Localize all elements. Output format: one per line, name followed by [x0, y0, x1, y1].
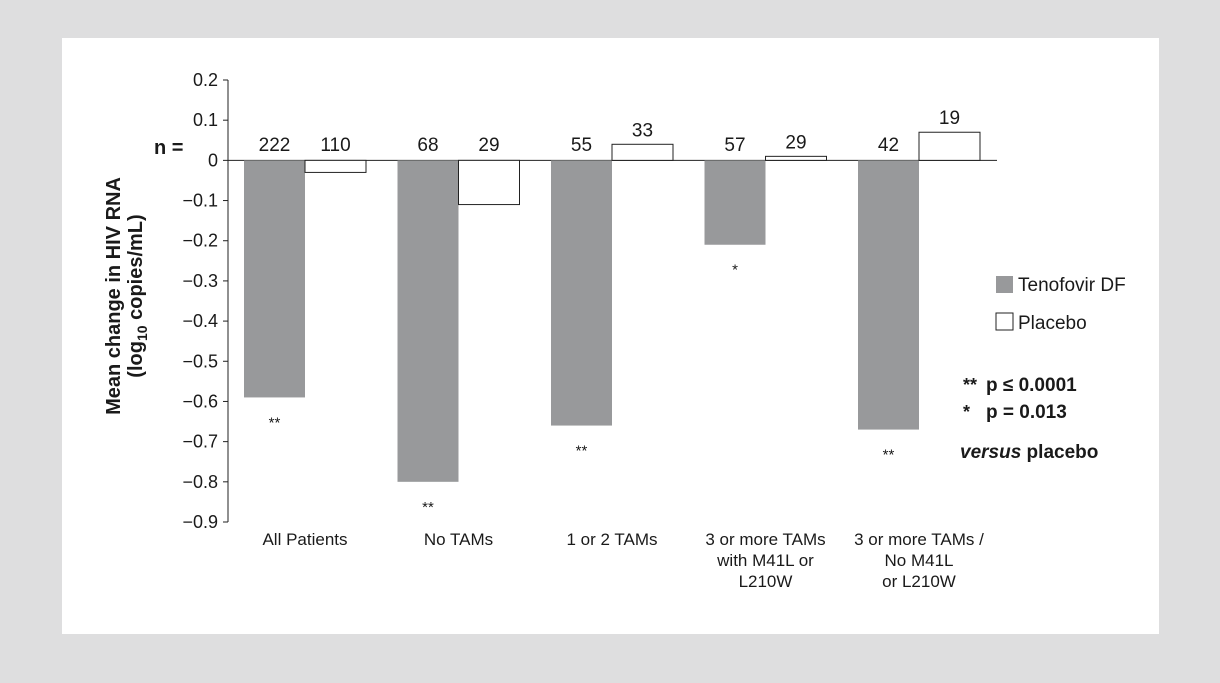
n-value-placebo: 29	[785, 132, 806, 153]
category-label: L210W	[739, 572, 793, 591]
category-label: All Patients	[262, 530, 347, 549]
n-value-tenofovir: 222	[259, 135, 291, 156]
legend-label-tenofovir: Tenofovir DF	[1018, 275, 1126, 296]
y-tick-label: −0.2	[182, 231, 218, 251]
category-label: with M41L or	[716, 551, 814, 570]
legend-label-placebo: Placebo	[1018, 313, 1087, 334]
chart-panel: 0.2 0.1 0 −0.1 −0.2 −0.3 −0.4 −0.5 −0.6 −0.7 −0.8 −…	[62, 38, 1159, 634]
y-axis-title: Mean change in HIV RNA	[103, 177, 125, 415]
category-label: 1 or 2 TAMs	[566, 530, 657, 549]
y-tick-label: −0.6	[182, 391, 218, 411]
versus-placebo-note: versus placebo	[960, 442, 1098, 463]
legend-swatch-tenofovir	[996, 276, 1013, 293]
note-marker: **	[963, 375, 977, 395]
n-value-placebo: 19	[939, 108, 960, 129]
n-label: n =	[154, 137, 183, 159]
significance-marker: **	[576, 443, 588, 460]
y-tick-label: −0.8	[182, 472, 218, 492]
bar-placebo	[918, 131, 981, 161]
y-tick-label: −0.4	[182, 311, 218, 331]
category-label: or L210W	[882, 572, 956, 591]
n-value-placebo: 33	[632, 120, 653, 141]
bar-placebo	[458, 159, 520, 206]
significance-marker: **	[422, 499, 434, 516]
significance-marker: *	[732, 262, 738, 279]
y-tick-label: 0.1	[193, 110, 218, 130]
n-value-tenofovir: 57	[724, 135, 745, 156]
category-label: No M41L	[885, 551, 954, 570]
bar-placebo	[611, 143, 674, 161]
n-value-placebo: 29	[478, 135, 499, 156]
bar-tenofovir	[704, 160, 766, 245]
y-axis-title-units: (log10 copies/mL)	[125, 214, 150, 377]
y-tick-label: −0.1	[182, 191, 218, 211]
y-tick-label: 0	[208, 150, 218, 170]
y-tick-label: −0.7	[182, 432, 218, 452]
bar-placebo	[304, 159, 367, 173]
n-value-tenofovir: 42	[878, 135, 899, 156]
significance-marker: **	[883, 447, 895, 464]
y-tick-label: 0.2	[193, 70, 218, 90]
note-marker: *	[963, 402, 970, 422]
note-text: p ≤ 0.0001	[986, 375, 1077, 396]
category-label: 3 or more TAMs /	[854, 530, 984, 549]
y-tick-label: −0.9	[182, 512, 218, 532]
category-label: 3 or more TAMs	[705, 530, 825, 549]
significance-marker: **	[269, 414, 281, 431]
legend-swatch-placebo	[995, 312, 1014, 331]
category-label: No TAMs	[424, 530, 493, 549]
bar-tenofovir	[858, 160, 919, 430]
note-text: p = 0.013	[986, 402, 1067, 423]
n-value-tenofovir: 55	[571, 135, 592, 156]
bar-tenofovir	[551, 160, 612, 426]
bar-tenofovir	[397, 160, 459, 482]
n-value-tenofovir: 68	[417, 135, 438, 156]
n-value-placebo: 110	[320, 135, 350, 156]
bar-chart: 0.2 0.1 0 −0.1 −0.2 −0.3 −0.4 −0.5 −0.6 −0.7 −0.8 −…	[103, 70, 1126, 591]
bar-placebo	[765, 155, 827, 161]
bar-tenofovir	[244, 160, 305, 398]
y-tick-label: −0.3	[182, 271, 218, 291]
y-tick-label: −0.5	[182, 351, 218, 371]
